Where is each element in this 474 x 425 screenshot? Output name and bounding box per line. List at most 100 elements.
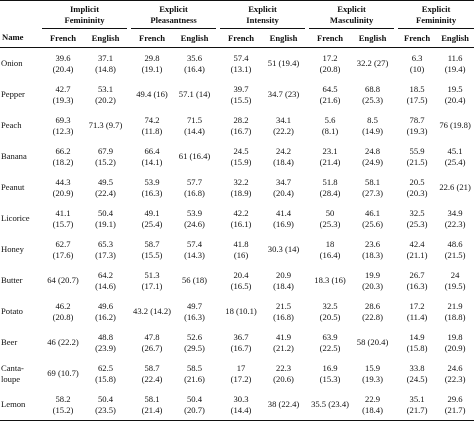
cell-mean: 57.4 (187, 238, 203, 249)
cell-mean: 58.7 (144, 238, 160, 249)
data-cell: 39.7 (15.5) (220, 79, 262, 110)
data-cell: 41.8 (16) (220, 234, 262, 265)
data-cell: 18.3 (16) (309, 265, 351, 296)
data-cell: 24.8 (24.9) (351, 141, 394, 172)
data-cell: 52.6 (29.5) (173, 327, 216, 358)
data-cell: 49.7 (16.3) (173, 296, 216, 327)
cell-mean: 43.2 (14.2) (133, 306, 171, 316)
cell-sd: (15.3) (319, 373, 341, 384)
cell-sd: (20.9) (444, 342, 466, 353)
cell-sd: (20.8) (52, 311, 74, 322)
cell-mean: 32.2 (233, 176, 249, 187)
cell-sd: (16.4) (319, 249, 341, 260)
cell-mean: 16.9 (322, 362, 338, 373)
data-cell: 34.7 (23) (262, 79, 305, 110)
english-column-header: English (173, 28, 217, 48)
french-column-header: French (42, 28, 84, 48)
group-label-line2: Pleasantness (150, 14, 197, 25)
data-cell: 22.6 (21) (436, 172, 474, 203)
row-name: Canta-loupe (1, 362, 24, 384)
cell-sd: (17.3) (95, 249, 116, 260)
data-cell: 76 (19.8) (436, 110, 474, 141)
cell-sd: (20.5) (319, 311, 341, 322)
cell-mean: 18.5 (409, 83, 425, 94)
cell-mean: 42.4 (409, 238, 425, 249)
cell-mean: 78.7 (409, 114, 425, 125)
cell-mean: 37.1 (97, 52, 114, 63)
cell-mean: 38 (22.4) (267, 399, 300, 409)
cell-mean: 67.9 (97, 145, 114, 156)
data-cell: 45.1 (25.4) (436, 141, 474, 172)
cell-mean: 24.2 (276, 145, 292, 156)
cell-sd: (11.4) (406, 311, 428, 322)
cell-sd: (25.4) (444, 156, 466, 167)
cell-sd: (18.4) (362, 404, 383, 415)
cell-sd: (16.1) (230, 218, 252, 229)
data-cell: 64.5 (21.6) (309, 79, 351, 110)
data-cell: 57.1 (14) (173, 79, 216, 110)
data-cell: 51.3 (17.1) (131, 265, 173, 296)
data-cell: 51.8 (28.4) (309, 172, 351, 203)
cell-mean: 50.4 (97, 207, 114, 218)
cell-mean: 21.9 (447, 300, 463, 311)
cell-sd: (22.2) (273, 125, 294, 136)
cell-mean: 66.4 (144, 145, 160, 156)
cell-sd: (18.9) (230, 187, 252, 198)
table-row: Banana 66.2 (18.2) 67.9 (15.2) 66.4 (14.1) 61 (… (0, 141, 474, 172)
cell-mean: 55.9 (409, 145, 425, 156)
cell-mean: 68.8 (365, 83, 381, 94)
table-row: Onion 39.6 (20.4) 37.1 (14.8) 29.8 (19.1) 35.6(… (0, 48, 474, 80)
cell-sd: (14.4) (230, 404, 252, 415)
cell-sd: (20.3) (406, 187, 428, 198)
cell-sd: (15.7) (52, 218, 74, 229)
cell-mean: 57.7 (187, 176, 203, 187)
row-name: Licorice (1, 213, 30, 223)
data-cell: 42.7 (19.3) (42, 79, 84, 110)
data-cell: 24 (19.5) (436, 265, 474, 296)
cell-mean: 32.2 (27) (356, 58, 389, 68)
cell-sd: (16.9) (273, 218, 294, 229)
row-name: Beer (1, 337, 18, 347)
cell-sd: (16) (233, 249, 249, 260)
cell-sd: (14.4) (184, 125, 205, 136)
cell-mean: 49.7 (187, 300, 203, 311)
cell-mean: 32.5 (409, 207, 425, 218)
cell-sd: (23.9) (95, 342, 116, 353)
data-cell: 66.4 (14.1) (131, 141, 173, 172)
cell-mean: 14.9 (409, 331, 425, 342)
cell-sd: (19.3) (406, 125, 428, 136)
cell-sd: (19.1) (141, 63, 163, 74)
data-cell: 47.8 (26.7) (131, 327, 173, 358)
cell-mean: 64 (20.7) (47, 275, 79, 285)
cell-sd: (21.5) (406, 156, 428, 167)
cell-sd: (22.4) (95, 187, 116, 198)
cell-sd: (17.5) (406, 94, 428, 105)
cell-mean: 41.8 (233, 238, 249, 249)
cell-sd: (14.1) (141, 156, 163, 167)
cell-mean: 18 (10.1) (225, 306, 257, 316)
cell-mean: 8.5 (367, 114, 378, 125)
cell-mean: 35.6 (187, 52, 203, 63)
cell-mean: 28.6 (365, 300, 381, 311)
cell-mean: 62.7 (55, 238, 71, 249)
cell-sd: (14.8) (95, 63, 116, 74)
cell-mean: 34.1 (276, 114, 292, 125)
data-cell: 55.9 (21.5) (398, 141, 436, 172)
cell-mean: 51.3 (144, 269, 160, 280)
cell-sd: (18.4) (273, 156, 294, 167)
cell-sd: (18.2) (52, 156, 74, 167)
data-cell: 48.8 (23.9) (84, 327, 127, 358)
data-cell: 58.5 (21.6) (173, 358, 216, 389)
cell-sd: (25.3) (362, 94, 383, 105)
cell-sd: (25.6) (362, 218, 383, 229)
cell-sd: (15.8) (95, 373, 116, 384)
cell-sd: (17.6) (52, 249, 74, 260)
cell-mean: 41.9 (276, 331, 292, 342)
cell-sd: (19.1) (95, 218, 116, 229)
data-cell: 32.2 (18.9) (220, 172, 262, 203)
cell-mean: 42.7 (55, 83, 71, 94)
data-cell: 57.4 (13.1) (220, 48, 262, 80)
data-cell: 21.9 (18.8) (436, 296, 474, 327)
cell-sd: (27.3) (362, 187, 383, 198)
cell-sd: (18.8) (444, 311, 466, 322)
